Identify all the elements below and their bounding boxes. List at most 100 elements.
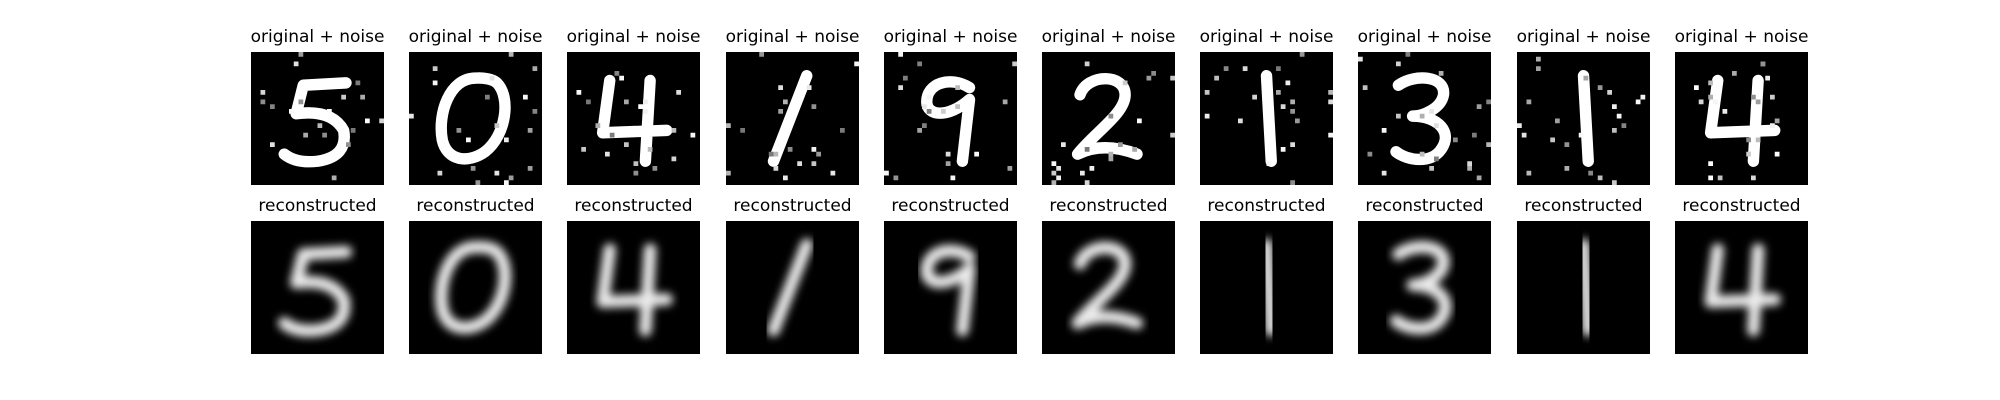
noisy-digit-image-9 [884,52,1017,185]
digit-stroke [596,74,673,167]
noise-speck [1526,170,1532,176]
noise-speck [1214,75,1219,81]
noise-speck [409,113,414,119]
panel-title-reconstructed: reconstructed [574,196,693,216]
digit-stroke [1071,73,1143,160]
digit-stroke [1071,241,1144,330]
noise-speck [1476,175,1482,181]
noise-speck [456,128,462,133]
noise-speck [1597,175,1603,181]
noise-speck [293,61,299,67]
noise-speck [773,151,779,157]
panel-title-reconstructed: reconstructed [1682,196,1801,216]
noise-speck [1405,52,1411,57]
noise-speck [1056,175,1061,181]
noise-speck [1434,123,1439,128]
noise-speck [1299,52,1305,57]
noise-speck [1708,80,1713,86]
noise-speck [950,175,956,181]
noise-speck [1290,142,1295,147]
noise-speck [260,90,266,95]
panel-title-original-noise: original + noise [408,27,543,47]
panel-title-original-noise: original + noise [1516,27,1651,47]
noise-speck [494,170,500,176]
noise-speck [1285,80,1291,86]
noise-speck [1328,132,1333,138]
noise-speck [1755,99,1761,105]
noise-speck [1526,99,1532,105]
noise-speck [270,142,275,147]
digit-canvas [596,243,673,337]
noise-speck [1770,123,1775,128]
panel-title-original-noise: original + noise [1199,27,1334,47]
noise-speck [898,85,903,90]
noise-speck [1084,147,1090,152]
noise-speck [1122,80,1128,86]
noise-speck [1640,94,1646,100]
digit-canvas [260,52,384,181]
noise-speck [671,128,677,133]
noise-speck [1051,161,1057,166]
noise-speck [1396,61,1401,67]
noise-speck [955,104,960,109]
noise-speck [1108,113,1114,119]
noisy-digit-image-5 [251,52,384,185]
noise-speck [270,104,275,109]
digit-canvas [767,238,813,337]
noise-speck [1612,180,1617,185]
noise-speck [365,118,370,124]
noise-speck [643,99,648,105]
panel-title-reconstructed: reconstructed [1049,196,1168,216]
noise-speck [1597,85,1603,90]
noise-speck [1774,118,1780,124]
noise-speck [1170,75,1175,81]
noise-speck [619,75,624,81]
noise-speck [1621,123,1627,128]
noise-speck [806,85,812,90]
noise-speck [1223,66,1229,71]
noise-speck [1295,118,1300,124]
noise-speck [466,137,471,143]
noise-speck [1765,75,1770,81]
digit-canvas [576,71,696,176]
digit-stroke [278,245,353,337]
reconstructed-digit-image-4 [567,221,700,354]
digit-stroke [1704,243,1781,337]
noise-speck [1774,151,1780,157]
noise-speck [1276,66,1281,71]
noise-speck [1170,132,1175,138]
digit-stroke [596,243,673,337]
noise-speck [811,104,817,109]
noise-speck [303,132,308,138]
noise-speck [1204,113,1210,119]
noise-speck [1290,109,1295,114]
noise-speck [1367,151,1373,157]
noise-speck [1051,170,1057,176]
noise-speck [475,180,481,185]
panel-title-original-noise: original + noise [1674,27,1809,47]
reconstructed-digit-image-3 [1358,221,1491,354]
noise-speck [1051,180,1057,185]
noise-speck [1438,71,1444,76]
digit-stroke [435,72,511,165]
noise-speck [1708,175,1713,181]
noise-speck [945,161,951,166]
noise-speck [1434,156,1439,162]
noise-speck [759,52,764,57]
noise-speck [633,161,639,166]
noise-speck [508,52,514,57]
noise-speck [1266,161,1272,166]
noise-speck [778,109,783,114]
noise-speck [1429,166,1434,171]
noise-speck [1472,132,1477,138]
noise-speck [1536,66,1541,71]
noise-speck [379,118,384,124]
noise-speck [489,75,495,81]
noise-speck [955,85,960,90]
digit-canvas [920,244,976,337]
noise-speck [437,170,443,176]
digit-canvas [1517,56,1646,185]
noise-speck [1521,132,1527,138]
noisy-digit-image-4 [567,52,700,185]
noise-speck [643,109,648,114]
